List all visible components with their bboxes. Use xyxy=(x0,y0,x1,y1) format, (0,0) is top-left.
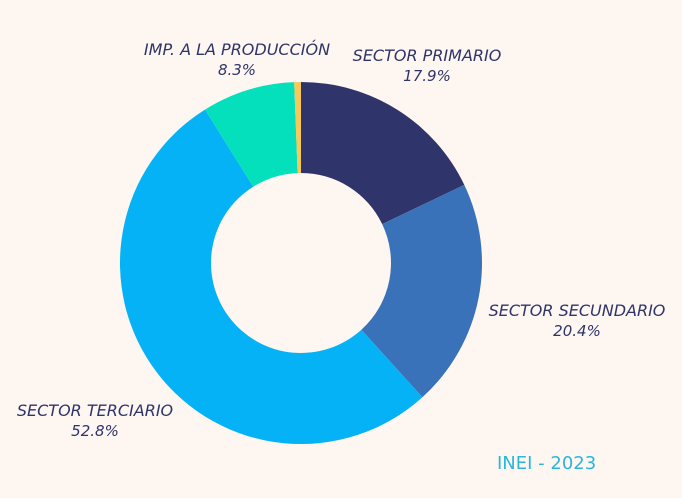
donut-slice xyxy=(301,82,465,225)
donut-slice xyxy=(361,184,482,398)
slice-percent-label: 8.3% xyxy=(218,61,256,79)
slice-labels: SECTOR PRIMARIO 17.9% SECTOR SECUNDARIO 20.… xyxy=(17,40,666,440)
slice-name-label: SECTOR PRIMARIO xyxy=(353,46,502,65)
donut-slice xyxy=(119,109,423,444)
slice-percent-label: 52.8% xyxy=(71,422,119,440)
donut-slice xyxy=(204,82,298,187)
source-label: INEI - 2023 xyxy=(497,453,596,474)
slice-percent-label: 17.9% xyxy=(403,67,451,85)
donut-slices xyxy=(119,82,482,444)
donut-slice xyxy=(294,82,301,174)
slice-name-label: IMP. A LA PRODUCCIÓN xyxy=(144,40,330,59)
slice-name-label: SECTOR TERCIARIO xyxy=(17,401,173,420)
slice-percent-label: 20.4% xyxy=(553,322,601,340)
slice-name-label: SECTOR SECUNDARIO xyxy=(489,301,666,320)
